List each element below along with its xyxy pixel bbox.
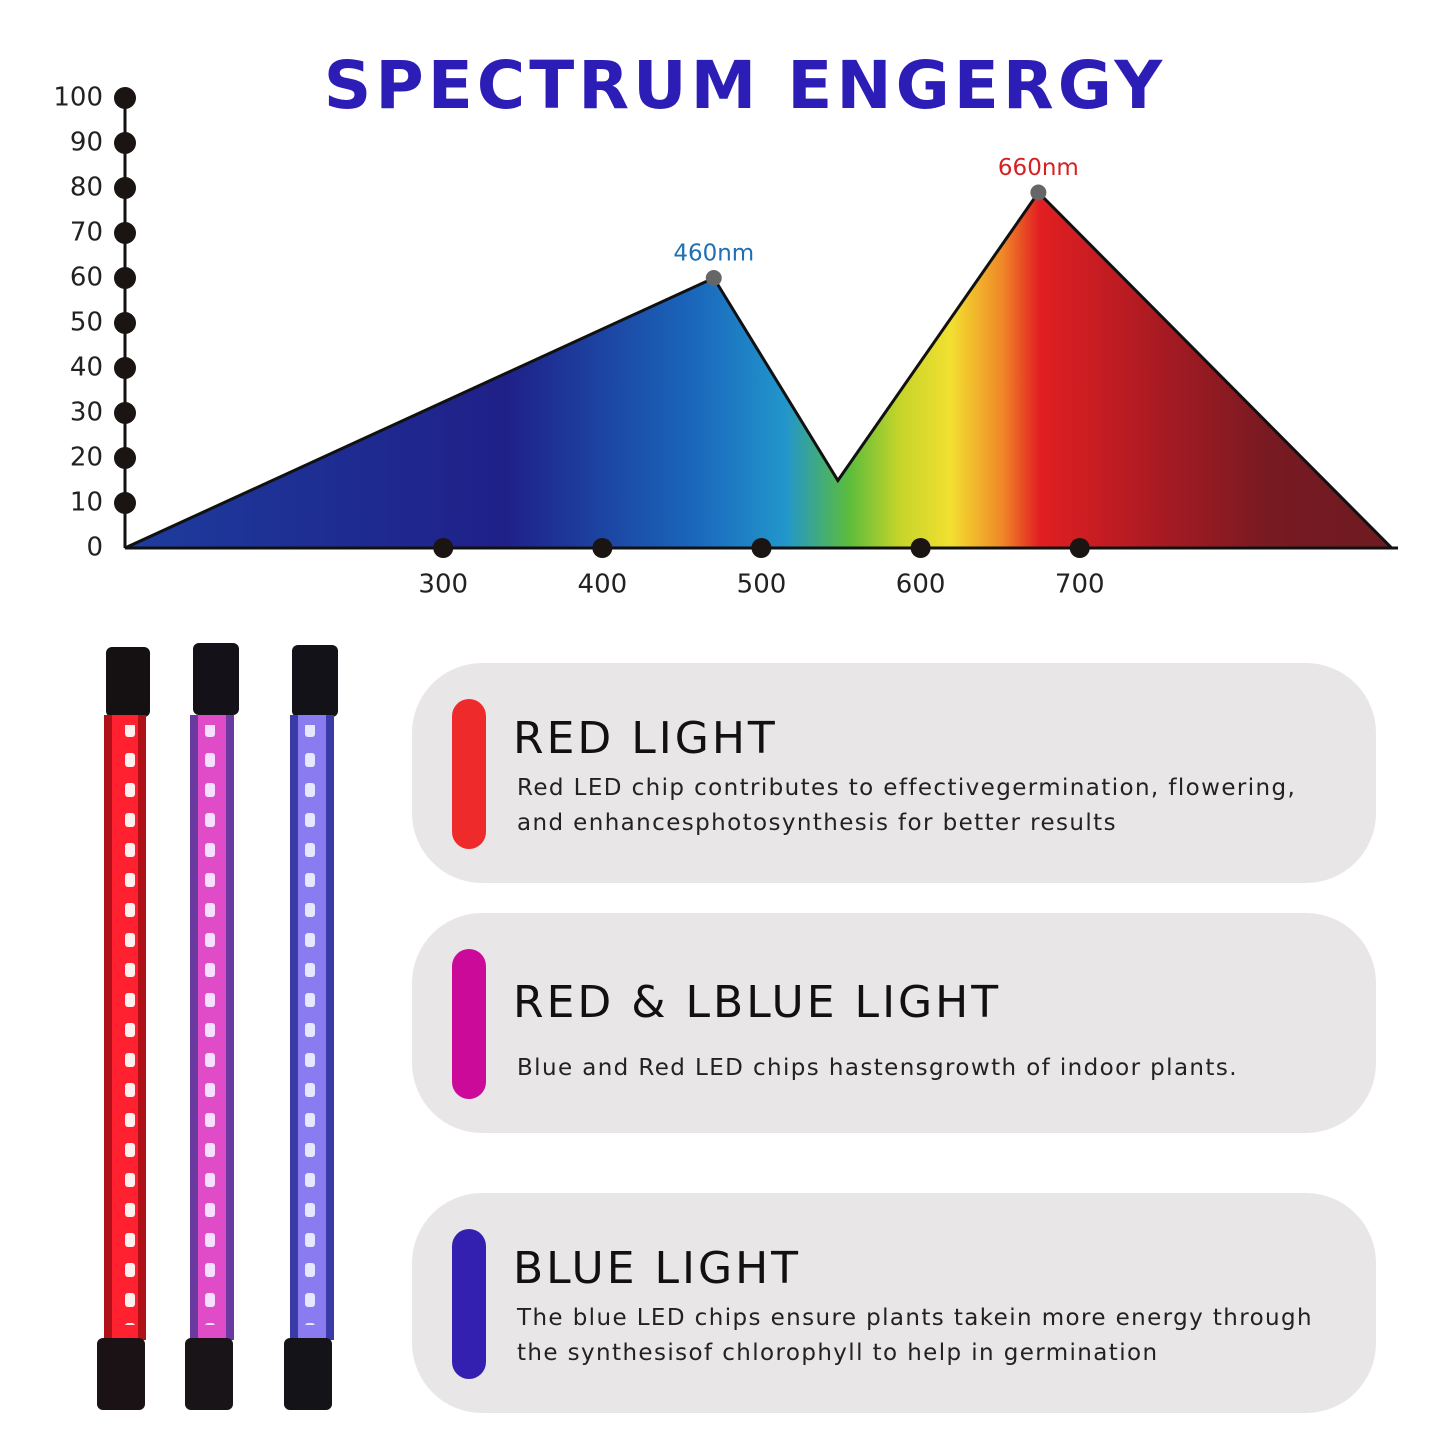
y-tick-dot xyxy=(114,492,136,514)
card-text: Blue and Red LED chips hastensgrowth of … xyxy=(517,1055,1238,1081)
y-tick-dot xyxy=(114,87,136,109)
y-tick-label: 70 xyxy=(70,218,103,248)
card-title: BLUE LIGHT xyxy=(513,1243,802,1294)
peak-marker xyxy=(705,270,722,286)
y-tick-label: 40 xyxy=(70,353,103,383)
card-title: RED & LBLUE LIGHT xyxy=(513,977,1002,1028)
x-tick-dot xyxy=(751,538,772,558)
info-card: RED & LBLUE LIGHT Blue and Red LED chips … xyxy=(412,913,1376,1133)
peak-marker xyxy=(1030,184,1047,201)
card-text: The blue LED chips ensure plants takein … xyxy=(517,1305,1314,1331)
card-text: and enhancesphotosynthesis for better re… xyxy=(517,810,1117,836)
y-tick-dot xyxy=(114,447,136,469)
y-tick-label: 50 xyxy=(70,308,103,338)
chart: SPECTRUM ENGERGY 0 10 20 30 40 50 60 70 80 90 100 3… xyxy=(53,47,1398,600)
spectrum-area xyxy=(124,190,1396,550)
x-tick-dot xyxy=(592,538,613,558)
card-text: Red LED chip contributes to effectiveger… xyxy=(517,775,1297,801)
color-bar xyxy=(452,949,486,1099)
x-tick-dot xyxy=(910,538,931,558)
y-tick-dot xyxy=(114,132,136,154)
y-tick-dot xyxy=(114,177,136,199)
x-tick-dot xyxy=(1069,538,1090,558)
x-tick-label: 500 xyxy=(737,570,787,600)
lamp-red-blue xyxy=(185,643,239,1410)
card-text: the synthesisof chlorophyll to help in g… xyxy=(517,1340,1159,1366)
y-tick-label: 80 xyxy=(70,173,103,203)
y-tick-dot xyxy=(114,267,136,289)
lamps xyxy=(97,643,338,1410)
y-tick-label: 30 xyxy=(70,398,103,428)
y-tick-label: 20 xyxy=(70,443,103,473)
lamp-blue xyxy=(284,645,338,1410)
info-card: BLUE LIGHT The blue LED chips ensure plan… xyxy=(412,1193,1376,1413)
y-tick-dot xyxy=(114,357,136,379)
peak-label: 660nm xyxy=(998,155,1079,181)
x-tick-label: 400 xyxy=(578,570,628,600)
x-tick-label: 300 xyxy=(418,570,468,600)
y-tick-label: 10 xyxy=(70,488,103,518)
chart-title: SPECTRUM ENGERGY xyxy=(324,47,1166,124)
x-tick-label: 700 xyxy=(1055,570,1105,600)
color-bar xyxy=(452,1229,486,1379)
peak-label: 460nm xyxy=(673,241,754,267)
card-title: RED LIGHT xyxy=(513,713,778,764)
y-tick-label: 60 xyxy=(70,263,103,293)
info-card: RED LIGHT Red LED chip contributes to eff… xyxy=(412,663,1376,883)
x-tick-dot xyxy=(433,538,454,558)
lamp-red xyxy=(97,647,150,1410)
y-tick-label: 100 xyxy=(53,83,103,113)
color-bar xyxy=(452,699,486,849)
y-tick-dot xyxy=(114,402,136,424)
y-tick-dot xyxy=(114,312,136,334)
y-tick-label: 90 xyxy=(70,128,103,158)
y-tick-dot xyxy=(114,222,136,244)
x-tick-label: 600 xyxy=(896,570,946,600)
y-tick-label: 0 xyxy=(86,533,103,563)
